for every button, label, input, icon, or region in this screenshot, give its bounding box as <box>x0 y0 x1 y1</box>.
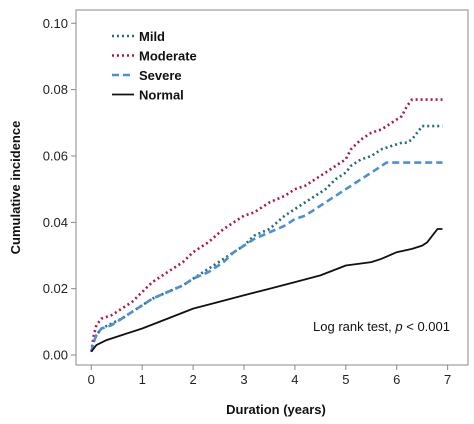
annotation-prefix: Log rank test, <box>313 319 395 334</box>
x-tick-label: 3 <box>240 372 247 387</box>
y-tick-label: 0.00 <box>43 348 68 363</box>
legend-label-severe: Severe <box>139 68 182 83</box>
x-axis-title: Duration (years) <box>226 402 326 417</box>
y-tick-label: 0.06 <box>43 148 68 163</box>
series-line-normal <box>90 228 443 353</box>
x-tick-label: 0 <box>88 372 95 387</box>
x-tick-label: 1 <box>139 372 146 387</box>
annotation-p-symbol: p <box>394 319 402 334</box>
plot-area-frame <box>75 9 469 366</box>
legend-label-mild: Mild <box>139 29 165 44</box>
x-tick-label: 4 <box>291 372 298 387</box>
legend-label-normal: Normal <box>139 88 184 103</box>
y-tick-label: 0.08 <box>43 82 68 97</box>
series-lines <box>90 98 443 353</box>
x-tick-label: 5 <box>342 372 349 387</box>
y-tick-label: 0.10 <box>43 16 68 31</box>
x-tick-label: 6 <box>393 372 400 387</box>
annotation-suffix: < 0.001 <box>403 319 450 334</box>
axis-ticks: 0 1 2 3 4 5 6 7 0.00 0.02 0.04 0.06 0.08 0.10 <box>43 16 452 387</box>
legend-label-moderate: Moderate <box>139 49 197 64</box>
x-tick-label: 2 <box>189 372 196 387</box>
log-rank-annotation: Log rank test, p < 0.001 <box>313 319 450 334</box>
series-line-severe <box>90 161 443 353</box>
x-tick-label: 7 <box>444 372 451 387</box>
legend: Mild Moderate Severe Normal <box>112 29 197 103</box>
y-tick-label: 0.04 <box>43 215 68 230</box>
series-line-moderate <box>90 98 443 352</box>
y-axis-title: Cumulative incidence <box>8 121 23 255</box>
y-tick-label: 0.02 <box>43 281 68 296</box>
